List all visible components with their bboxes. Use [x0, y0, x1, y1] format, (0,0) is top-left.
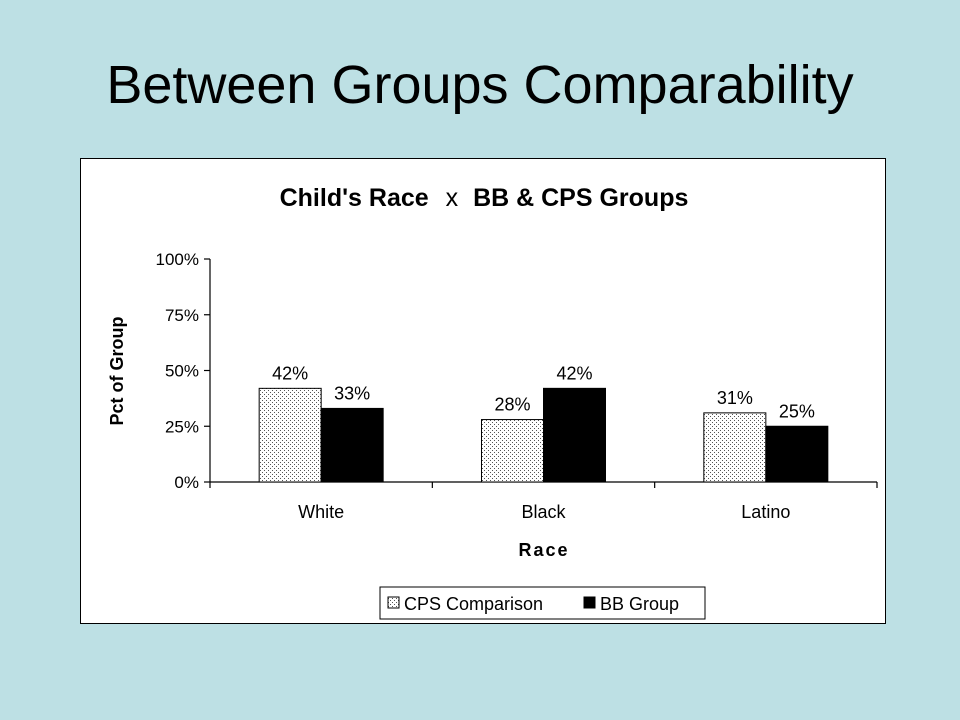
x-tick-label: Black — [521, 502, 566, 522]
chart-frame: Child's Race x BB & CPS Groups 0% 25% 50% 7… — [80, 158, 886, 624]
y-tick-label: 50% — [165, 362, 199, 381]
chart-title-x: x — [446, 184, 459, 212]
bar-bb-group — [320, 407, 384, 483]
y-tick-label: 75% — [165, 306, 199, 325]
x-tick-label: White — [298, 502, 344, 522]
slide-title: Between Groups Comparability — [106, 55, 854, 115]
y-tick-label: 0% — [174, 473, 199, 492]
bar-cps-comparison — [258, 387, 322, 483]
chart-title-rest: BB & CPS Groups — [473, 184, 688, 212]
y-axis-label: Pct of Group — [107, 317, 127, 426]
legend-label: BB Group — [600, 594, 679, 614]
bar-cps-comparison — [481, 419, 544, 483]
bar-bb-group — [765, 425, 829, 483]
chart-bars: White 42% 33% Black 28% 42% Latino 31% 25% — [258, 363, 829, 522]
data-label: 42% — [272, 363, 308, 383]
y-tick-label: 100% — [156, 250, 199, 269]
data-label: 33% — [334, 383, 370, 403]
chart-title: Child's Race x BB & CPS Groups — [280, 184, 689, 212]
legend-swatch — [583, 596, 596, 609]
y-tick-label: 25% — [165, 417, 199, 436]
data-label: 28% — [494, 395, 530, 415]
data-label: 42% — [556, 363, 592, 383]
chart-title-main: Child's Race — [280, 184, 429, 212]
legend-box — [379, 586, 706, 620]
x-axis-label: Race — [518, 540, 569, 560]
chart-legend: CPS Comparison BB Group — [379, 586, 706, 620]
bar-cps-comparison — [703, 412, 767, 483]
legend-label: CPS Comparison — [404, 594, 543, 614]
bar-bb-group — [543, 387, 606, 483]
bar-chart: Child's Race x BB & CPS Groups 0% 25% 50% 7… — [107, 184, 878, 620]
x-tick-label: Latino — [741, 502, 790, 522]
legend-swatch — [387, 596, 400, 609]
data-label: 31% — [717, 388, 753, 408]
data-label: 25% — [779, 401, 815, 421]
